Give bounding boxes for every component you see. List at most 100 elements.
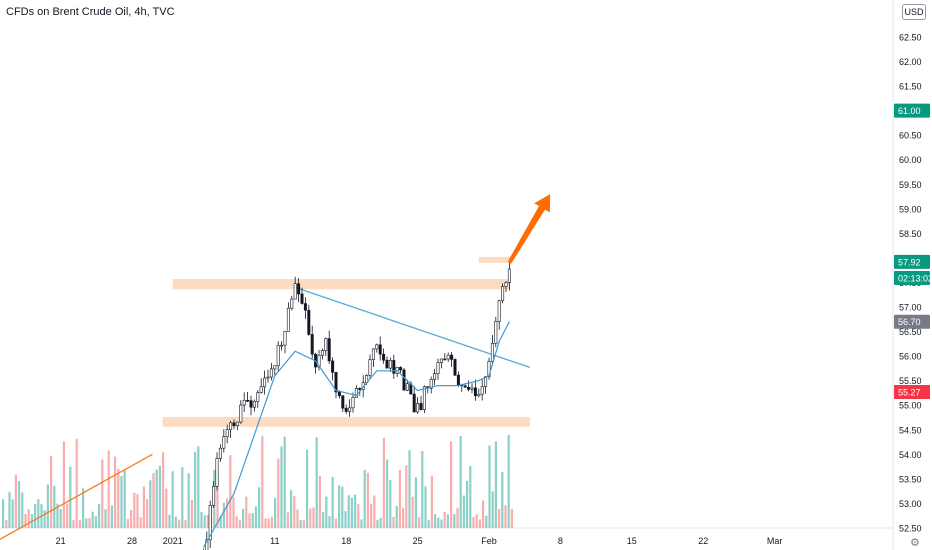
candle-down [456, 374, 460, 386]
volume-bar [274, 498, 277, 528]
candle-down [307, 309, 311, 335]
volume-bar [187, 473, 190, 528]
volume-bar [446, 514, 449, 528]
annotation-arrow[interactable] [507, 194, 551, 264]
candle-up [487, 361, 491, 377]
volume-bar [123, 470, 126, 528]
candle-up [429, 379, 433, 389]
volume-bar [226, 498, 229, 528]
candle-up [256, 392, 260, 402]
candle-up [324, 338, 328, 351]
candle-up [320, 350, 324, 356]
candle-down [334, 372, 338, 393]
trendline-rising[interactable] [0, 453, 153, 550]
volume-bar [264, 518, 267, 528]
volume-bar [88, 518, 91, 528]
volume-bar [171, 471, 174, 528]
volume-bar [219, 515, 222, 528]
y-tick-label: 53.00 [899, 499, 922, 509]
volume-bar [299, 519, 302, 528]
volume-bar [136, 494, 139, 528]
candle-down [443, 358, 447, 361]
candle-down [467, 386, 471, 390]
volume-bar [478, 519, 481, 528]
y-tick-label: 55.50 [899, 376, 922, 386]
x-tick-label: 2021 [163, 536, 183, 546]
candle-up [484, 376, 488, 387]
volume-bar [162, 452, 165, 528]
volume-bar [91, 511, 94, 528]
volume-bar [370, 503, 373, 528]
volume-bar [290, 490, 293, 528]
y-tick-label: 60.50 [899, 131, 922, 141]
volume-bar [453, 514, 456, 528]
zone-resistance[interactable] [172, 279, 510, 290]
candle-up [490, 343, 494, 362]
candle-down [378, 344, 382, 355]
volume-bar [283, 436, 286, 528]
volume-bar [302, 520, 305, 528]
candle-down [297, 283, 301, 295]
gear-icon[interactable]: ⚙ [910, 537, 920, 549]
volume-bar [104, 509, 107, 528]
candle-up [263, 377, 267, 388]
volume-bar [75, 438, 78, 528]
price-badge-label: 61.00 [898, 106, 921, 116]
price-badge [894, 384, 930, 399]
candle-up [286, 307, 290, 332]
candle-up [212, 485, 216, 506]
volume-bar [14, 474, 17, 528]
volume-bar [424, 486, 427, 528]
candle-down [453, 359, 457, 376]
volume-bar [462, 495, 465, 528]
volume-bar [200, 511, 203, 528]
y-tick-label: 56.50 [899, 327, 922, 337]
volume-bar [50, 455, 53, 528]
y-tick-label: 62.50 [899, 32, 922, 42]
volume-bar [24, 513, 27, 528]
volume-bar [405, 465, 408, 528]
price-badge-label: 56.70 [898, 317, 921, 327]
currency-badge[interactable]: USD [902, 4, 926, 20]
volume-bar [443, 512, 446, 528]
x-tick-label: Mar [767, 536, 783, 546]
volume-bar [354, 494, 357, 528]
candle-down [341, 395, 345, 409]
candle-up [416, 403, 420, 413]
y-tick-label: 56.00 [899, 352, 922, 362]
volume-bar [59, 509, 62, 528]
volume-bar [402, 507, 405, 528]
candle-down [331, 360, 335, 373]
candle-up [205, 539, 209, 550]
volume-bar [2, 499, 5, 528]
volume-bar [5, 519, 8, 528]
volume-bar [98, 504, 101, 528]
y-tick-label: 59.00 [899, 204, 922, 214]
x-tick-label: 28 [127, 536, 137, 546]
zone-support[interactable] [162, 416, 530, 427]
zone-recent-high[interactable] [478, 256, 510, 263]
volume-bar [216, 476, 219, 528]
volume-bar [395, 506, 398, 528]
volume-bar [174, 516, 177, 528]
candle-up [280, 344, 284, 347]
volume-bar [440, 519, 443, 528]
price-badge-label: 02:13:02 [898, 274, 932, 284]
candle-down [402, 369, 406, 391]
volume-bar [504, 505, 507, 528]
volume-bar [72, 519, 75, 528]
volume-bar [69, 466, 72, 528]
volume-bar [366, 472, 369, 528]
candle-up [222, 436, 226, 449]
volume-bar [168, 514, 171, 528]
volume-bar [120, 476, 123, 528]
price-badge-label: 55.27 [898, 387, 921, 397]
volume-bar [203, 515, 206, 528]
volume-bar [235, 516, 238, 528]
price-badge [894, 271, 930, 286]
volume-bar [341, 486, 344, 528]
volume-bar [142, 486, 145, 528]
trendline-descending[interactable] [294, 286, 531, 369]
